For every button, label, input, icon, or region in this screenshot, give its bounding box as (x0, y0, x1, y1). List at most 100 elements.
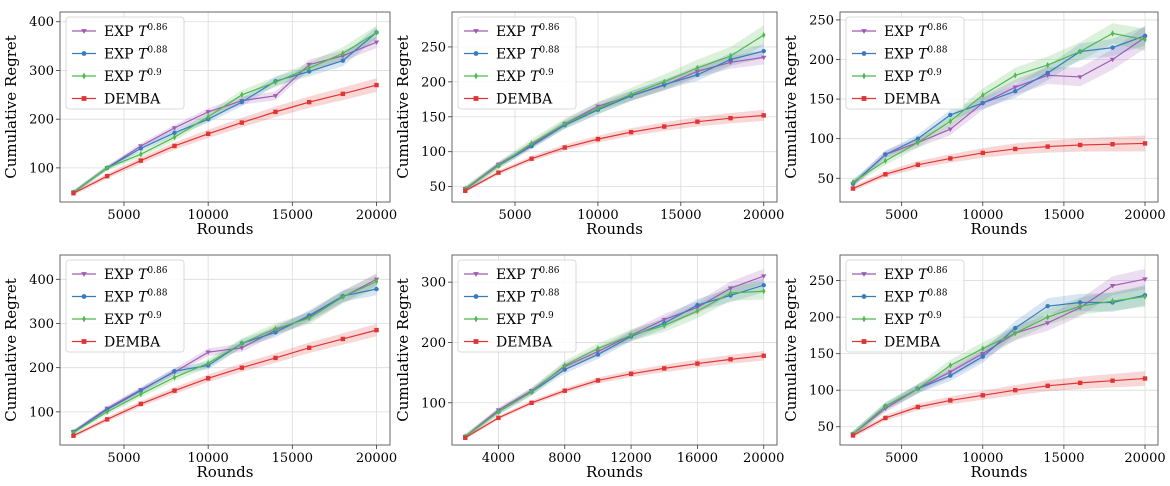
data-point-demba (1077, 142, 1083, 148)
y-tick-label: 150 (421, 110, 446, 125)
legend-marker-exp086 (861, 29, 867, 34)
y-tick-label: 100 (809, 384, 834, 399)
legend-label-exp086: EXP T0.86 (496, 266, 560, 283)
data-point-exp088 (138, 388, 144, 393)
legend-label-exp086: EXP T0.86 (884, 266, 948, 283)
data-point-demba (883, 172, 888, 177)
x-tick-label: 12000 (610, 451, 651, 466)
data-point-exp09 (374, 29, 379, 36)
legend: EXP T0.86 EXP T0.88 EXP T0.9 DEMBA (845, 16, 965, 110)
legend-label-exp088: EXP T0.88 (104, 289, 168, 306)
confidence-band-exp09 (73, 25, 377, 195)
y-tick-label: 100 (29, 405, 54, 420)
x-tick-label: 10000 (962, 208, 1003, 223)
data-point-demba (595, 378, 601, 383)
data-point-exp09 (563, 120, 567, 127)
legend-label-exp086: EXP T0.86 (104, 23, 168, 40)
data-point-exp09 (105, 164, 109, 172)
y-tick-label: 250 (809, 13, 834, 28)
y-tick-label: 250 (421, 40, 446, 55)
y-tick-label: 200 (809, 53, 834, 68)
y-tick-label: 200 (29, 113, 54, 128)
data-point-exp088 (340, 58, 346, 63)
data-point-demba (529, 400, 534, 405)
confidence-band-demba (465, 350, 764, 440)
series-group (462, 25, 767, 194)
legend-marker-exp088 (81, 294, 87, 299)
legend-label-exp088: EXP T0.88 (884, 289, 948, 306)
x-tick-label: 15000 (272, 208, 313, 223)
data-point-demba (915, 404, 921, 410)
legend-box (65, 16, 185, 110)
chart-panel-5: 4000 8000 12000 16000 20000 100 200 300 Rounds Cu… (394, 254, 784, 481)
y-tick-label: 100 (421, 145, 446, 160)
data-point-exp086 (761, 55, 767, 61)
y-tick-label: 150 (809, 93, 834, 108)
data-point-demba (728, 115, 733, 121)
data-point-exp09 (1078, 302, 1082, 310)
data-point-demba (980, 393, 985, 398)
data-point-exp088 (1045, 303, 1050, 309)
legend-box (845, 16, 965, 110)
data-point-exp088 (1013, 88, 1018, 94)
x-tick-label: 20000 (356, 451, 397, 466)
x-tick-label: 20000 (1124, 451, 1165, 466)
data-point-demba (1045, 144, 1050, 149)
x-tick-label: 15000 (272, 451, 313, 466)
legend-marker-exp09 (862, 315, 866, 323)
data-point-exp088 (562, 367, 567, 372)
legend-label-exp09: EXP T0.9 (104, 68, 162, 85)
data-point-demba (340, 91, 346, 97)
data-point-exp086 (1142, 277, 1148, 282)
x-tick-label: 20000 (743, 451, 784, 466)
legend-marker-demba (861, 96, 867, 101)
data-point-exp09 (341, 50, 345, 57)
legend-marker-exp09 (82, 72, 86, 80)
data-point-demba (273, 355, 278, 361)
data-point-exp09 (1045, 313, 1050, 321)
data-point-exp088 (595, 352, 601, 357)
confidence-band-exp09 (465, 282, 764, 440)
x-tick-label: 10000 (962, 451, 1003, 466)
series-line-exp09 (464, 290, 764, 438)
data-point-exp088 (695, 72, 700, 78)
data-point-exp088 (883, 152, 888, 157)
data-point-exp09 (981, 345, 985, 352)
data-point-exp086 (661, 317, 667, 323)
data-point-exp088 (273, 330, 278, 335)
x-tick-label: 16000 (677, 451, 718, 466)
data-point-demba (1013, 387, 1018, 393)
x-tick-label: 5000 (885, 451, 918, 466)
data-point-exp09 (105, 408, 109, 416)
y-tick-label: 200 (29, 361, 54, 376)
legend-marker-demba (861, 339, 867, 344)
data-point-exp088 (374, 286, 379, 292)
data-point-demba (1013, 146, 1018, 152)
series-line-exp09 (73, 280, 377, 434)
data-point-demba (628, 371, 634, 377)
data-point-exp09 (948, 362, 953, 369)
confidence-band-exp09 (852, 23, 1146, 186)
y-tick-label: 100 (809, 132, 834, 147)
data-point-demba (662, 366, 667, 371)
data-point-exp088 (948, 112, 953, 118)
data-point-exp09 (273, 78, 278, 86)
legend-label-exp09: EXP T0.9 (496, 68, 554, 85)
series-line-demba (464, 355, 764, 439)
legend-marker-demba (81, 96, 87, 101)
data-point-exp088 (695, 302, 700, 308)
data-point-exp09 (762, 287, 766, 295)
legend-marker-demba (473, 96, 479, 101)
data-point-exp09 (1143, 36, 1147, 43)
legend-label-demba: DEMBA (104, 92, 161, 108)
data-point-demba (695, 361, 700, 366)
data-point-exp09 (307, 314, 311, 322)
data-point-exp09 (1013, 329, 1017, 337)
x-tick-label: 15000 (660, 208, 701, 223)
data-point-exp086 (205, 350, 211, 355)
x-tick-label: 10000 (187, 208, 228, 223)
data-point-exp086 (373, 40, 380, 45)
data-point-exp09 (139, 151, 143, 158)
y-tick-label: 50 (817, 420, 834, 435)
legend: EXP T0.86 EXP T0.88 EXP T0.9 DEMBA (457, 259, 577, 353)
